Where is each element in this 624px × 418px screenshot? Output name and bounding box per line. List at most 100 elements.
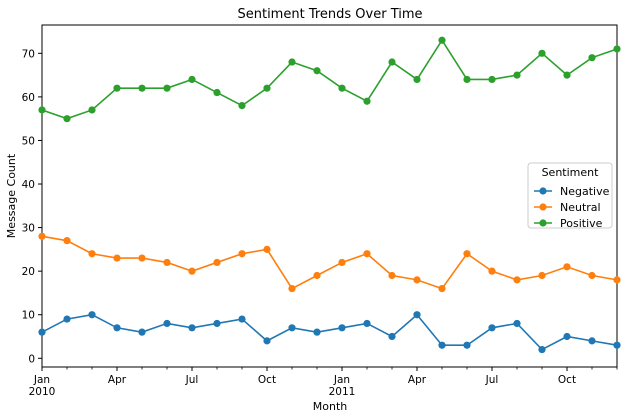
x-tick-label: Jul [185, 374, 199, 386]
data-point-negative [363, 319, 371, 328]
series-neutral [38, 232, 621, 293]
data-point-positive [613, 45, 621, 53]
data-point-neutral [388, 271, 396, 280]
data-point-neutral [438, 284, 446, 293]
data-point-neutral [363, 250, 371, 258]
data-point-neutral [563, 263, 571, 271]
data-point-positive [388, 58, 396, 66]
data-point-negative [413, 311, 421, 319]
data-point-neutral [63, 237, 71, 245]
data-point-positive [113, 84, 121, 92]
series-negative [38, 311, 621, 354]
x-tick-year-label: 2010 [29, 386, 56, 398]
y-tick-label: 60 [22, 92, 35, 104]
data-point-neutral [288, 284, 296, 293]
legend-label: Neutral [560, 201, 601, 214]
data-point-negative [188, 324, 196, 332]
data-point-negative [288, 324, 296, 332]
data-point-positive [463, 75, 471, 84]
y-tick-label: 20 [22, 266, 35, 278]
data-point-negative [538, 345, 546, 354]
legend-title: Sentiment [542, 166, 600, 179]
y-axis-label: Message Count [5, 153, 18, 238]
data-point-negative [613, 341, 621, 349]
x-tick-label: Apr [408, 374, 427, 386]
y-tick-label: 10 [22, 310, 35, 322]
data-point-neutral [213, 258, 221, 267]
data-point-neutral [463, 250, 471, 258]
data-point-negative [138, 328, 146, 336]
data-point-neutral [338, 258, 346, 267]
data-point-negative [38, 328, 46, 336]
data-point-neutral [138, 254, 146, 262]
data-point-neutral [38, 232, 46, 240]
data-point-negative [263, 337, 271, 345]
y-axis: 0 10 20 30 40 50 60 70 [22, 48, 42, 365]
data-point-neutral [88, 250, 96, 258]
data-point-negative [438, 341, 446, 349]
legend-swatch-marker [539, 203, 547, 211]
data-point-negative [63, 315, 71, 323]
data-point-neutral [163, 258, 171, 267]
data-point-neutral [513, 276, 521, 284]
y-tick-label: 70 [22, 48, 35, 60]
legend-swatch-marker [539, 219, 547, 227]
data-point-positive [138, 84, 146, 92]
data-point-neutral [238, 250, 246, 258]
data-point-negative [338, 324, 346, 332]
data-point-positive [38, 106, 46, 114]
y-tick-label: 30 [22, 223, 35, 235]
series-line-negative [41, 313, 618, 351]
data-point-negative [213, 319, 221, 328]
series-line-positive [41, 38, 618, 120]
y-tick-label: 40 [22, 179, 35, 191]
data-point-neutral [113, 254, 121, 262]
data-point-positive [213, 88, 221, 97]
data-point-negative [563, 332, 571, 341]
data-point-positive [188, 75, 196, 84]
data-point-negative [388, 332, 396, 341]
data-point-positive [438, 36, 446, 44]
data-point-positive [363, 97, 371, 105]
legend-label: Positive [560, 217, 603, 230]
data-point-positive [338, 84, 346, 92]
data-point-positive [588, 54, 596, 62]
data-point-negative [88, 311, 96, 319]
data-point-negative [113, 324, 121, 332]
chart-title: Sentiment Trends Over Time [237, 7, 422, 22]
data-point-negative [163, 319, 171, 328]
data-point-negative [463, 341, 471, 349]
x-axis-label: Month [313, 400, 348, 413]
data-point-positive [263, 84, 271, 92]
data-point-positive [313, 67, 321, 75]
data-point-positive [488, 75, 496, 84]
plot-area [41, 24, 618, 368]
data-point-neutral [263, 245, 271, 253]
data-point-neutral [188, 267, 196, 275]
data-point-positive [238, 101, 246, 110]
legend-label: Negative [560, 185, 610, 198]
data-point-positive [513, 71, 521, 79]
x-tick-label: Oct [558, 374, 576, 386]
legend-swatch-marker [539, 187, 547, 195]
data-point-positive [288, 58, 296, 66]
x-tick-label: Jan [33, 374, 50, 386]
x-tick-label: Jan [333, 374, 350, 386]
x-tick-year-label: 2011 [329, 386, 356, 398]
data-point-negative [238, 315, 246, 323]
data-point-positive [163, 84, 171, 92]
legend: Sentiment Negative Neutral Positive [527, 162, 613, 230]
data-point-neutral [413, 276, 421, 284]
x-tick-label: Oct [258, 374, 276, 386]
data-point-negative [588, 337, 596, 345]
x-tick-label: Apr [108, 374, 127, 386]
data-point-positive [563, 71, 571, 79]
data-point-neutral [538, 271, 546, 280]
y-tick-label: 0 [28, 353, 35, 365]
data-point-negative [313, 328, 321, 336]
plot-frame [41, 24, 618, 368]
series-positive [38, 36, 621, 123]
data-point-negative [488, 324, 496, 332]
